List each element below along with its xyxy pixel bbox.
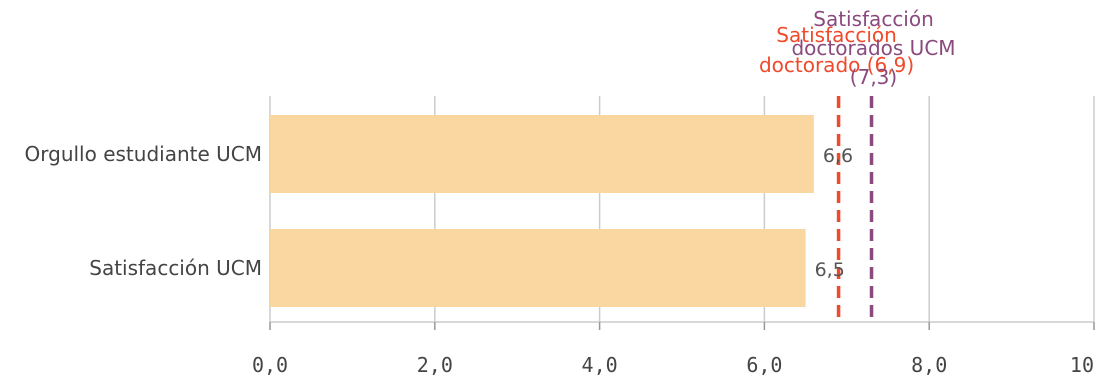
bar-0 (270, 115, 814, 193)
reference-line-0-label-1: doctorado (6,9) (759, 53, 914, 77)
x-tick-label-4: 8,0 (911, 353, 947, 377)
bars (270, 115, 814, 307)
category-label-0: Orgullo estudiante UCM (25, 142, 262, 166)
reference-line-1-label-2: (7,3) (850, 65, 897, 89)
category-label-1: Satisfacción UCM (89, 256, 262, 280)
bar-1 (270, 229, 806, 307)
x-tick-label-5: 10,0 (1070, 353, 1097, 377)
reference-line-0-label-0: Satisfacción (776, 23, 897, 47)
x-tick-label-1: 2,0 (417, 353, 453, 377)
data-label-1: 6,5 (815, 259, 845, 281)
x-axis: 0,0 2,0 4,0 6,0 8,0 10,0 (252, 321, 1097, 377)
reference-line-1-label-0: Satisfacción (813, 7, 934, 31)
reference-lines (836, 96, 874, 324)
labels: Orgullo estudiante UCM 6,6 Satisfacción UC… (25, 7, 956, 281)
x-tick-label-0: 0,0 (252, 353, 288, 377)
data-label-0: 6,6 (823, 145, 853, 167)
x-tick-label-3: 6,0 (746, 353, 782, 377)
reference-line-1-label-1: doctorados UCM (791, 36, 955, 60)
x-tick-label-2: 4,0 (582, 353, 618, 377)
